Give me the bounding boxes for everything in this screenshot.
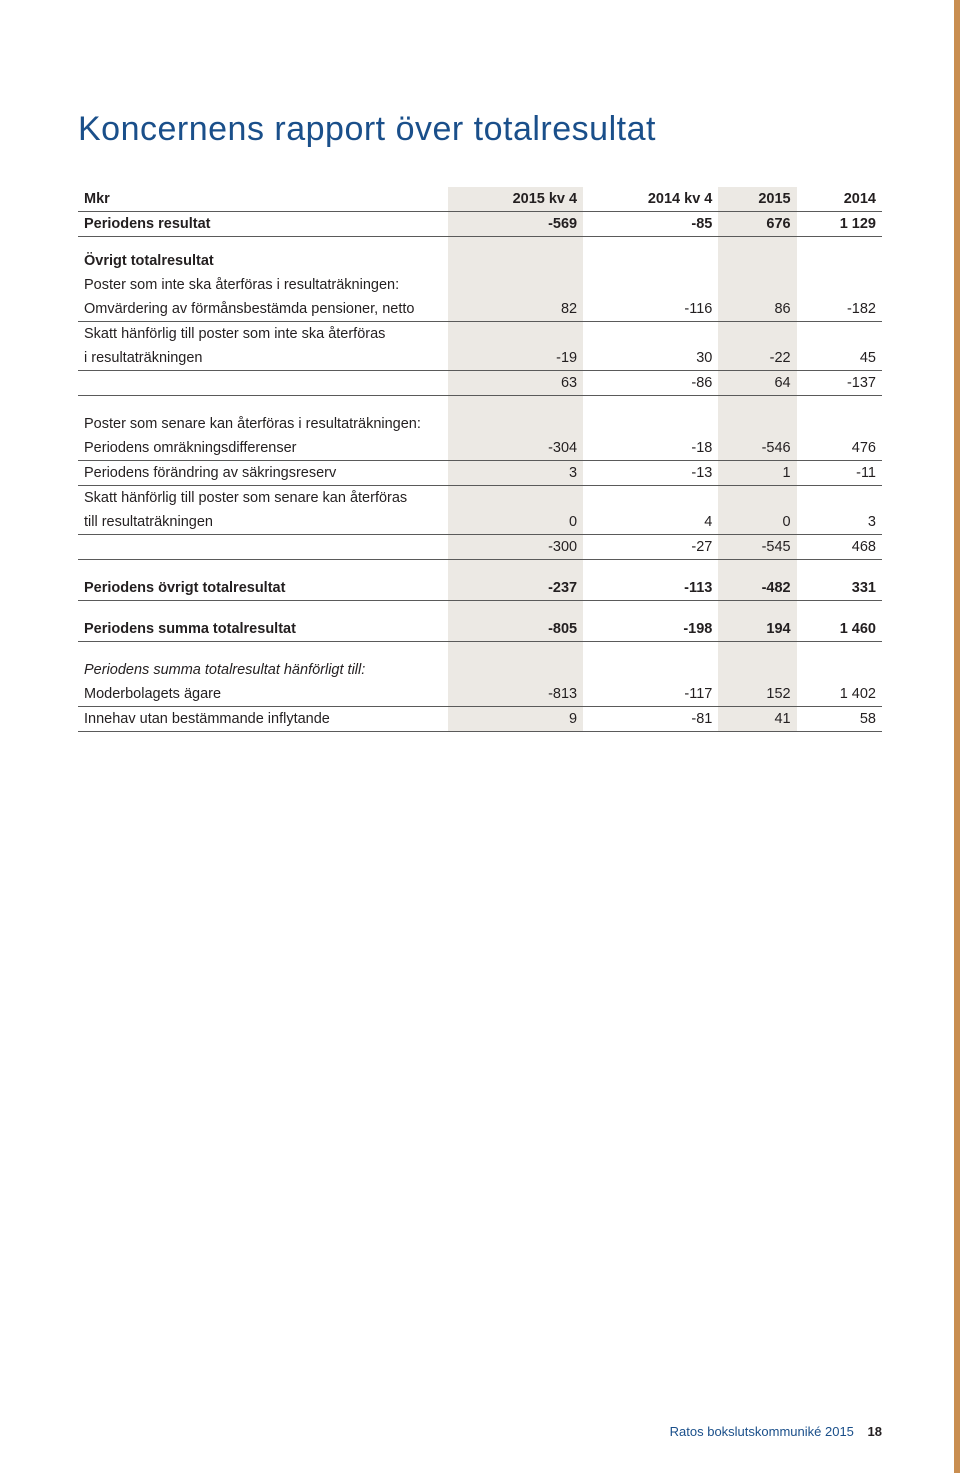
page-number: 18: [868, 1424, 882, 1439]
row-summa-total: Periodens summa totalresultat -805 -198 …: [78, 601, 882, 642]
side-accent-rule: [954, 0, 960, 1473]
row-sakringsreserv: Periodens förändring av säkringsreserv 3…: [78, 461, 882, 486]
row-skatt-senare-2: till resultaträkningen 0 4 0 3: [78, 510, 882, 535]
col-2014: 2014: [797, 187, 882, 212]
row-omrakning: Periodens omräkningsdifferenser -304 -18…: [78, 436, 882, 461]
totalresultat-table: Mkr 2015 kv 4 2014 kv 4 2015 2014 Period…: [78, 187, 882, 732]
row-poster-senare-label: Poster som senare kan återföras i result…: [78, 396, 882, 437]
row-skatt-inte-2: i resultaträkningen -19 30 -22 45: [78, 346, 882, 371]
row-innehav: Innehav utan bestämmande inflytande 9 -8…: [78, 707, 882, 732]
row-subtotal-senare: -300 -27 -545 468: [78, 535, 882, 560]
row-moderbolagets: Moderbolagets ägare -813 -117 152 1 402: [78, 682, 882, 707]
col-2015kv4: 2015 kv 4: [448, 187, 583, 212]
col-label: Mkr: [78, 187, 448, 212]
col-2015: 2015: [718, 187, 796, 212]
col-2014kv4: 2014 kv 4: [583, 187, 718, 212]
row-ovrigt-header: Övrigt totalresultat: [78, 249, 882, 273]
row-poster-inte-label: Poster som inte ska återföras i resultat…: [78, 273, 882, 297]
page-title: Koncernens rapport över totalresultat: [78, 110, 882, 149]
row-omvardering: Omvärdering av förmånsbestämda pensioner…: [78, 297, 882, 322]
row-skatt-inte-1: Skatt hänförlig till poster som inte ska…: [78, 322, 882, 347]
page-footer: Ratos bokslutskommuniké 2015 18: [670, 1424, 882, 1439]
row-skatt-senare-1: Skatt hänförlig till poster som senare k…: [78, 486, 882, 511]
footer-text: Ratos bokslutskommuniké 2015: [670, 1424, 854, 1439]
row-ovrigt-total: Periodens övrigt totalresultat -237 -113…: [78, 560, 882, 601]
row-subtotal-inte: 63 -86 64 -137: [78, 371, 882, 396]
row-hanforligt-label: Periodens summa totalresultat hänförligt…: [78, 642, 882, 683]
row-periodens-resultat: Periodens resultat -569 -85 676 1 129: [78, 212, 882, 237]
